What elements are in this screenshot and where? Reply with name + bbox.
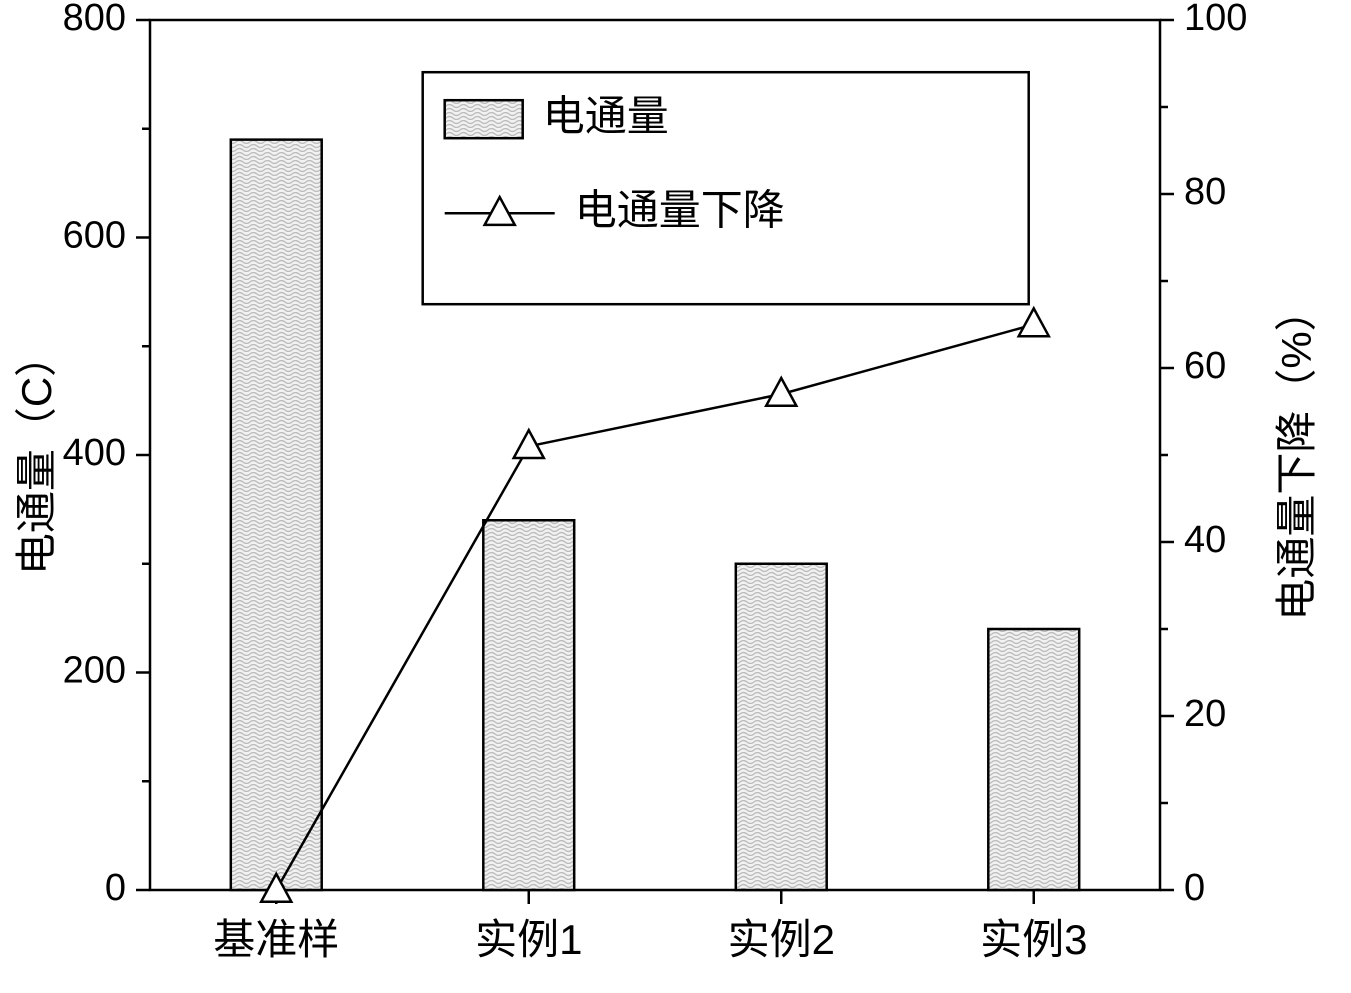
legend-bar-label: 电通量 — [543, 92, 669, 139]
bar — [736, 564, 827, 890]
x-category-label: 实例2 — [728, 916, 835, 963]
legend-bar-swatch — [445, 100, 523, 138]
y-left-axis-label: 电通量（C） — [13, 335, 60, 575]
y-left-tick-label: 600 — [63, 215, 126, 257]
y-right-axis-label: 电通量下降（%） — [1273, 289, 1320, 620]
y-left-tick-label: 200 — [63, 650, 126, 692]
y-right-tick-label: 60 — [1184, 345, 1226, 387]
y-right-tick-label: 40 — [1184, 519, 1226, 561]
x-category-label: 实例1 — [475, 916, 582, 963]
y-left-tick-label: 800 — [63, 0, 126, 39]
x-category-label: 基准样 — [213, 916, 339, 963]
bar — [483, 520, 574, 890]
bar — [988, 629, 1079, 890]
chart-container: 0 200 400 600 800 电通量（C） 0 20 40 60 80 100 电通量下降（%） 基… — [0, 0, 1351, 993]
line-series — [276, 325, 1034, 891]
x-category-label: 实例3 — [980, 916, 1087, 963]
legend-line-label: 电通量下降 — [575, 186, 785, 233]
triangle-marker-icon — [1019, 308, 1049, 336]
y-right-tick-label: 100 — [1184, 0, 1247, 39]
y-right-tick-label: 80 — [1184, 171, 1226, 213]
bar — [231, 140, 322, 890]
chart-svg: 0 200 400 600 800 电通量（C） 0 20 40 60 80 100 电通量下降（%） 基… — [0, 0, 1351, 993]
y-left-tick-label: 400 — [63, 432, 126, 474]
y-right-tick-label: 0 — [1184, 867, 1205, 909]
y-left-tick-label: 0 — [105, 867, 126, 909]
y-right-tick-label: 20 — [1184, 693, 1226, 735]
